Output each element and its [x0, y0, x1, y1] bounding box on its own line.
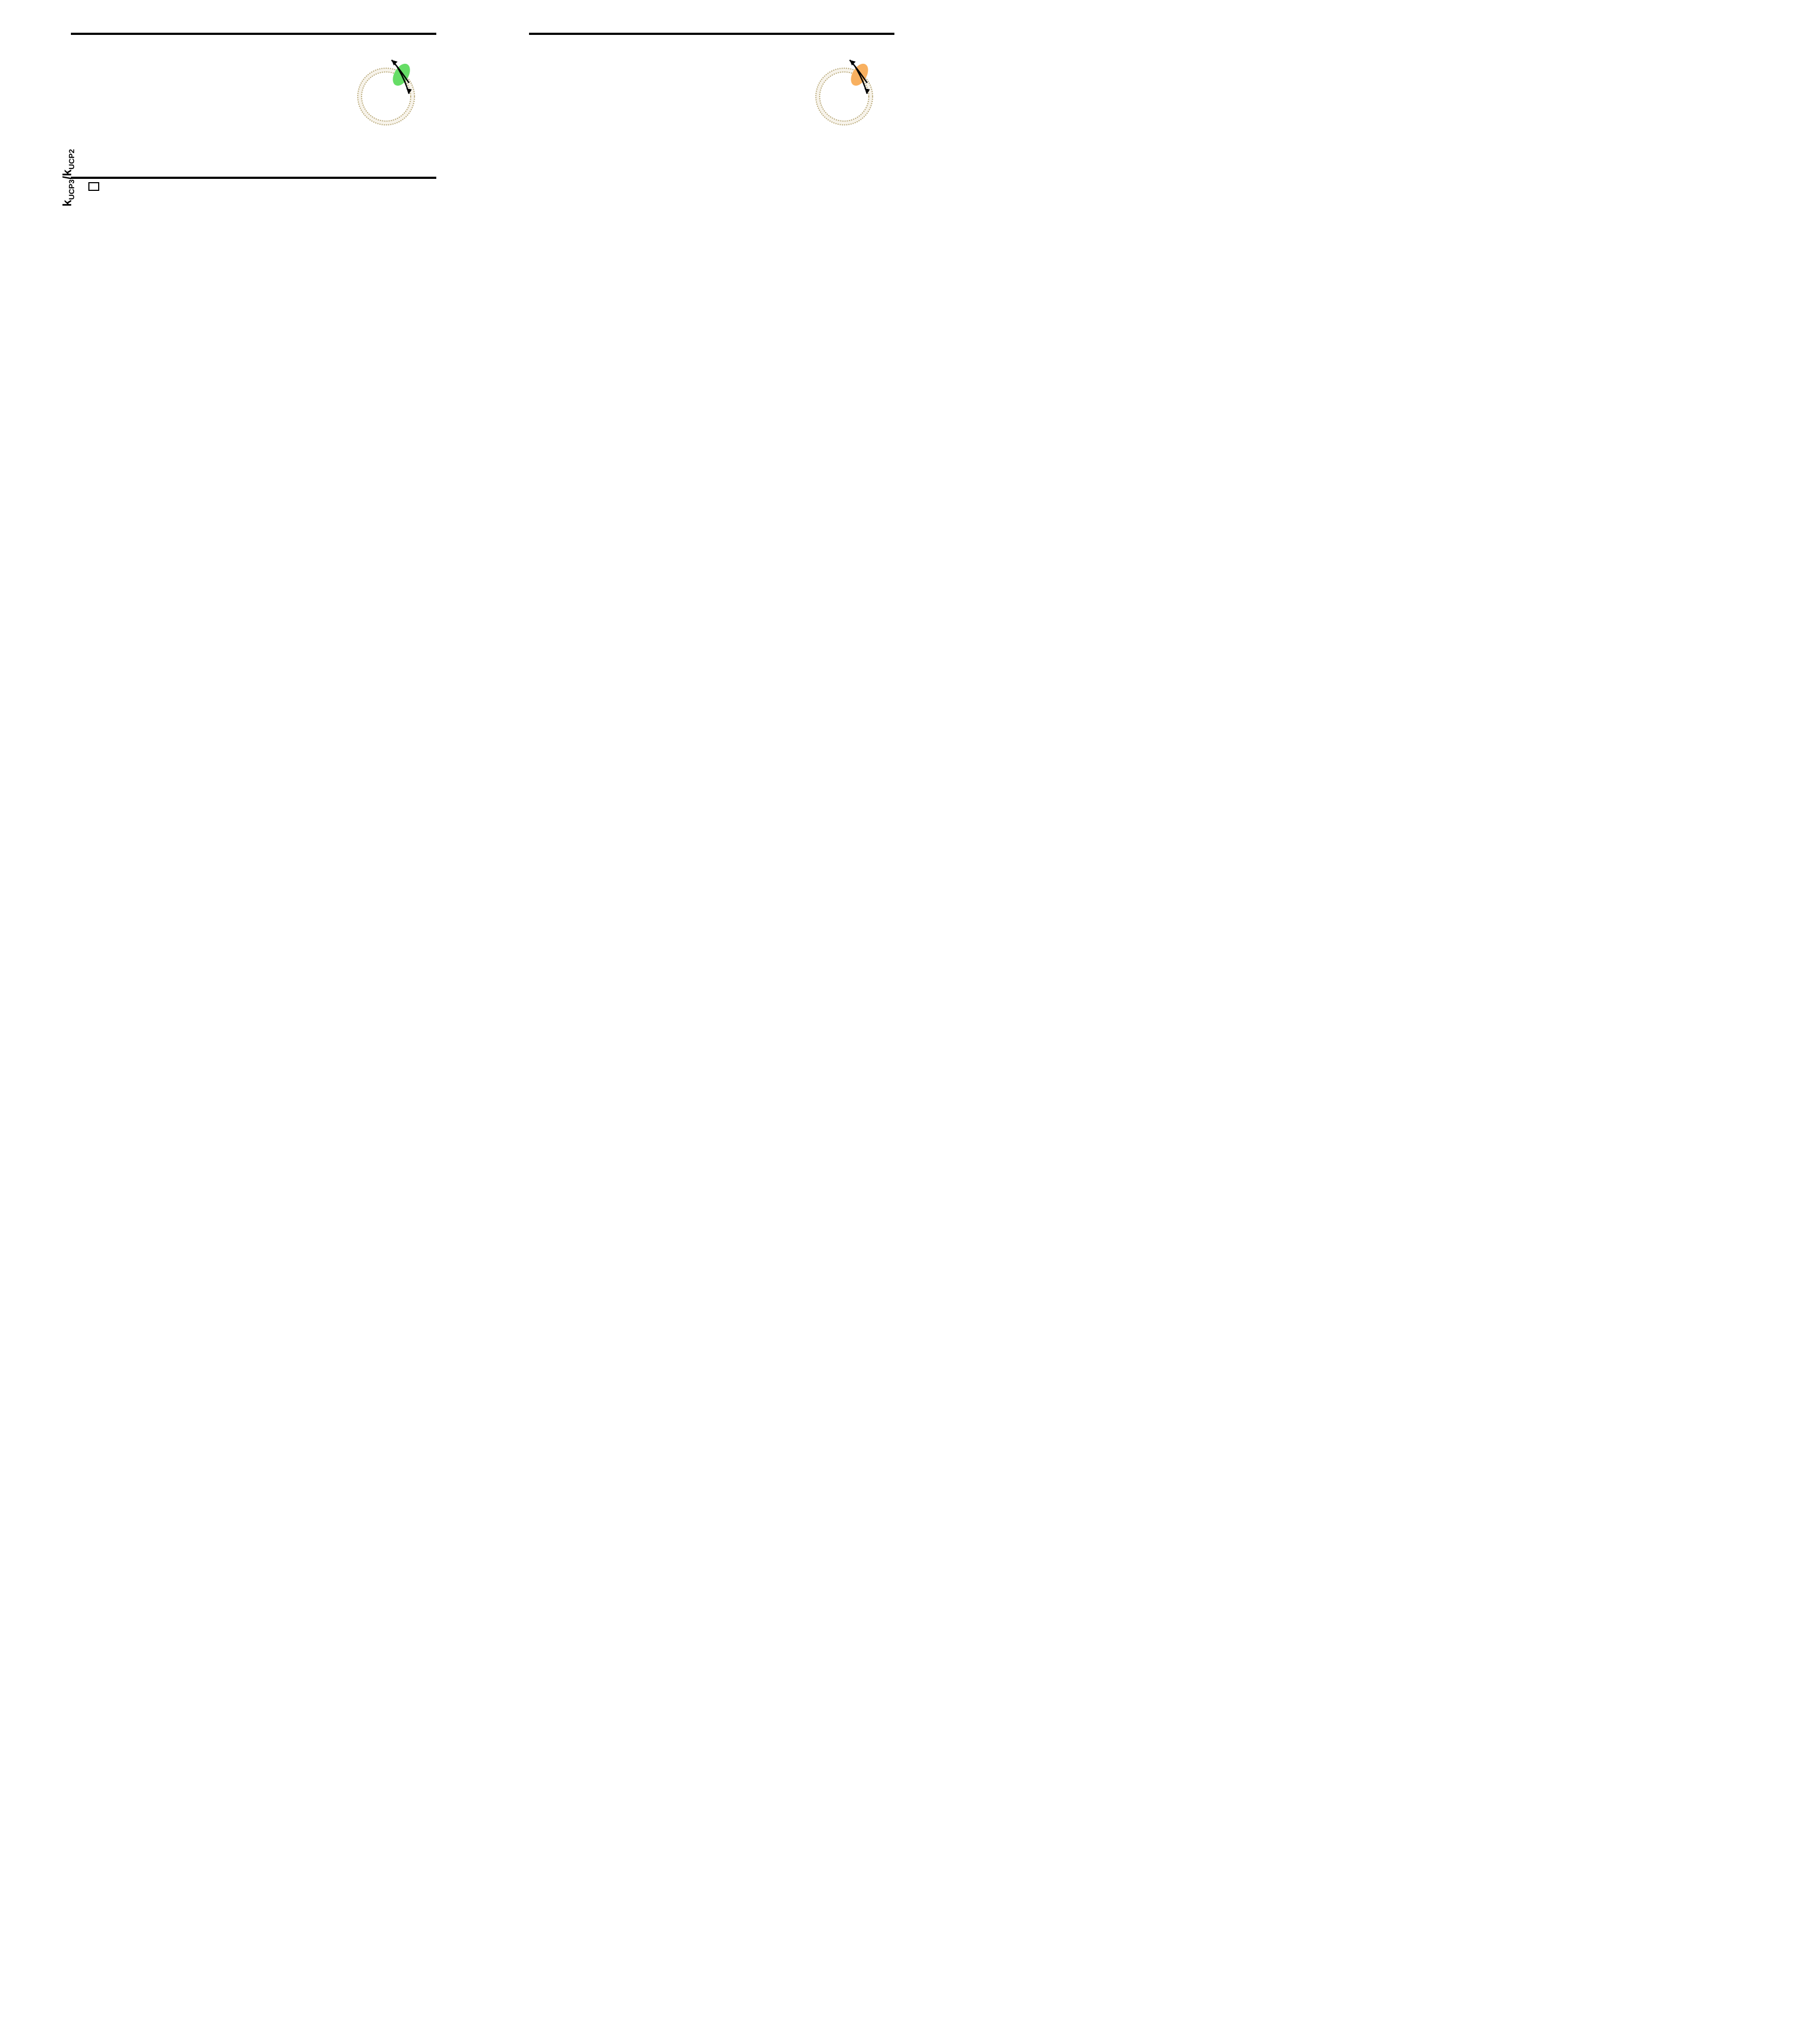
panel-a [22, 22, 436, 133]
chart-b-box [529, 33, 894, 35]
panel-b [480, 22, 894, 133]
figure-grid: kUCP3/kUCP2 [22, 22, 894, 288]
chart-c-xticks [72, 178, 435, 184]
chart-c-legend [88, 182, 99, 191]
panel-c: kUCP3/kUCP2 [22, 166, 436, 288]
chart-a-box [71, 33, 436, 35]
chart-a-inset [315, 39, 430, 132]
liposome-diagram-a [315, 39, 430, 132]
liposome-diagram-b [773, 39, 888, 132]
chart-b-inset [773, 39, 888, 132]
chart-c-box: kUCP3/kUCP2 [71, 177, 436, 179]
